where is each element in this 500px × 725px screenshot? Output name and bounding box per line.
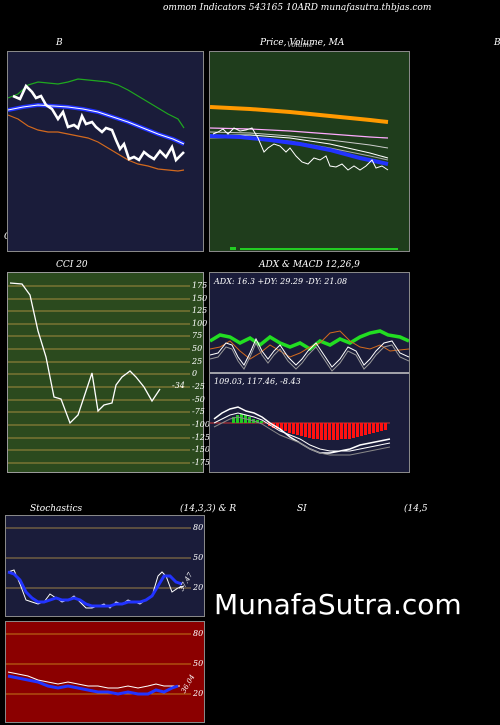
ma-blue-2 [210, 134, 389, 166]
stoch-tick: 20 [193, 583, 204, 592]
plus-di-shadow [210, 341, 409, 372]
cci-panel-title: CCI 20 [56, 260, 88, 270]
bollinger-chart [8, 78, 185, 172]
si-panel: 80 50 20 36.04 [5, 621, 205, 723]
cci-tick: -50 [192, 395, 205, 404]
price-volume-panel [209, 51, 410, 252]
ma-white-1 [210, 134, 389, 159]
adx-macd-title: ADX & MACD 12,26,9 [259, 260, 360, 270]
si-title-right: (14,5 [404, 504, 428, 514]
macd-hist-negative [268, 423, 387, 440]
signal-line [213, 412, 391, 452]
lower-band [8, 114, 185, 172]
cci-value-label: -34 [172, 381, 185, 390]
stoch-title-left: Stochastics [30, 504, 83, 514]
si-line [7, 671, 180, 689]
b-panel-title: B [56, 38, 63, 48]
si-tick: 80 [193, 629, 204, 638]
cci-tick: 25 [192, 357, 203, 366]
stoch-d-line [7, 570, 183, 608]
cci-panel: -34 175 150 125 100 75 50 25 0 -25 -50 -… [7, 272, 210, 473]
cci-tick: -100 [192, 420, 210, 429]
adx-values-label: ADX: 16.3 +DY: 29.29 -DY: 21.08 [214, 277, 348, 286]
si-ma-line [7, 674, 179, 696]
ma-pink [210, 127, 389, 139]
cci-tick: -25 [192, 382, 205, 391]
adx-macd-panel: ADX: 16.3 +DY: 29.29 -DY: 21.08 109.03, … [209, 272, 410, 473]
si-tick: 50 [193, 659, 204, 668]
cci-tick: 0 [192, 369, 198, 378]
si-gridlines [6, 633, 191, 695]
cci-tick: 75 [192, 331, 203, 340]
stoch-gridlines [6, 527, 191, 589]
cci-tick: 175 [192, 281, 208, 290]
price-line [12, 83, 185, 163]
volume-bar [240, 248, 398, 250]
pvm-panel-title: Price, Volume, MA [260, 38, 345, 48]
cci-tick: 50 [192, 344, 203, 353]
chart-header-title: ommon Indicators 543165 10ARD munafasutr… [163, 3, 432, 13]
watermark-text: MunafaSutra.com [214, 588, 462, 621]
minus-di-line [210, 330, 409, 360]
top-right-letter: B [494, 38, 500, 48]
plus-di-line [210, 337, 409, 368]
ma-grey [210, 131, 389, 149]
stoch-title-right: (14,3,3) & R [180, 504, 237, 514]
adx-line [210, 329, 409, 352]
volume-bar [230, 247, 236, 250]
cci-line [9, 282, 161, 425]
adx-macd-chart [210, 329, 409, 456]
stochastics-chart [6, 527, 191, 609]
cci-tick: 100 [192, 319, 208, 328]
cci-gridlines [8, 285, 190, 464]
stoch-tick: 50 [193, 553, 204, 562]
volume-overlay-label: Volume [287, 41, 314, 49]
si-tick: 20 [193, 689, 204, 698]
cci-tick: -150 [192, 445, 210, 454]
cci-tick: -175 [192, 458, 210, 467]
stochastics-panel: 80 50 20 37.47 [5, 515, 205, 617]
signal-shadow [213, 416, 391, 456]
macd-values-label: 109.03, 117.46, -8.43 [214, 377, 301, 386]
cci-tick: -75 [192, 407, 205, 416]
price-volume-chart [210, 105, 398, 250]
cci-tick: -125 [192, 433, 210, 442]
ma-blue [8, 102, 185, 146]
ma-white-thin [8, 104, 185, 145]
cci-tick: 150 [192, 294, 208, 303]
bollinger-panel [7, 51, 204, 252]
si-chart [6, 633, 191, 696]
ma-orange [210, 105, 389, 124]
macd-line [213, 406, 391, 454]
cci-tick: 125 [192, 306, 208, 315]
si-title-left: SI [297, 504, 307, 514]
upper-band [8, 78, 185, 129]
stoch-tick: 80 [193, 523, 204, 532]
cci-chart [8, 282, 190, 464]
price-line-2 [212, 127, 389, 171]
